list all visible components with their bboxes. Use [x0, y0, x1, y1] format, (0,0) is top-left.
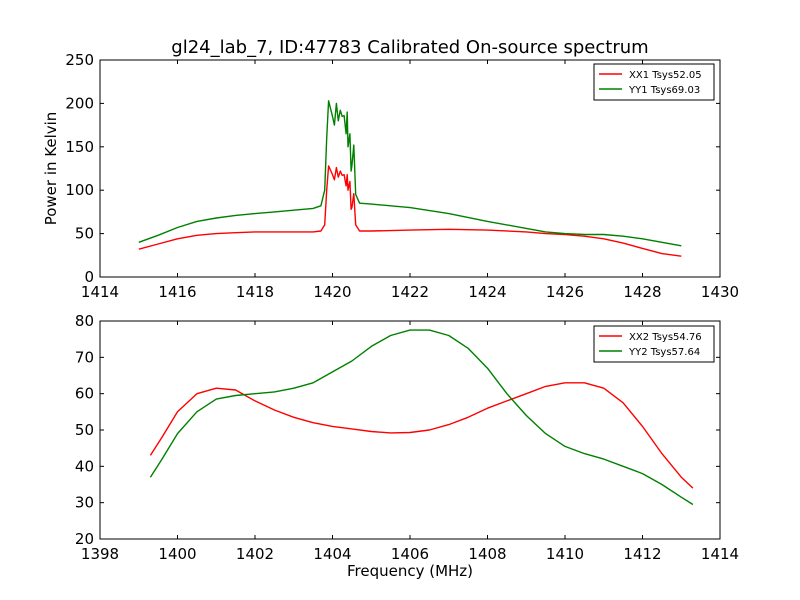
plot1-x-tick-label: 1414 — [81, 283, 119, 301]
plot1-y-tick-label: 250 — [65, 51, 94, 69]
plot1-y-tick-label: 200 — [65, 94, 94, 112]
plot2-x-tick-label: 1412 — [623, 545, 661, 563]
plot1-x-tick-label: 1430 — [701, 283, 739, 301]
plot2-y-tick-label: 20 — [75, 530, 94, 548]
plot1-y-axis-label: Power in Kelvin — [42, 112, 60, 226]
plot1-y-tick-label: 100 — [65, 181, 94, 199]
plot1-x-tick-label: 1422 — [391, 283, 429, 301]
plot1-y-tick-label: 150 — [65, 138, 94, 156]
plot2-y-tick-label: 60 — [75, 385, 94, 403]
plot2-x-tick-label: 1408 — [468, 545, 506, 563]
plot2-y-tick-label: 40 — [75, 457, 94, 475]
top-spectrum-plot: 1414 1416 1418 1420 1422 1424 1426 1428 1430 0 50 1… — [42, 51, 739, 301]
plot1-y-tick-label: 50 — [75, 225, 94, 243]
bottom-spectrum-plot: 1398 1400 1402 1404 1406 1408 1410 1412 1414 20 30… — [75, 312, 739, 580]
plot1-legend-label-1: XX1 Tsys52.05 — [629, 70, 702, 81]
plot2-series-line-2 — [149, 329, 694, 506]
plot2-y-tick-label: 50 — [75, 421, 94, 439]
plot2-x-tick-label: 1398 — [81, 545, 119, 563]
plot2-legend-label-1: XX2 Tsys54.76 — [629, 332, 702, 343]
plot1-x-tick-label: 1424 — [468, 283, 506, 301]
plot1-y-tick-label: 0 — [84, 268, 94, 286]
plot1-legend-box — [593, 63, 715, 101]
plot2-x-tick-label: 1400 — [158, 545, 196, 563]
plot2-x-tick-label: 1404 — [313, 545, 351, 563]
plot1-legend-label-2: YY1 Tsys69.03 — [628, 85, 700, 96]
plot2-legend-box — [593, 325, 715, 363]
plot1-x-tick-label: 1428 — [623, 283, 661, 301]
plot2-x-tick-label: 1402 — [236, 545, 274, 563]
plot2-series-line-1 — [149, 382, 694, 489]
figure-title: gl24_lab_7, ID:47783 Calibrated On-sourc… — [171, 37, 648, 58]
plot1-x-tick-label: 1420 — [313, 283, 351, 301]
plot1-x-tick-label: 1426 — [546, 283, 584, 301]
plot2-y-tick-label: 80 — [75, 312, 94, 330]
plot2-y-tick-label: 70 — [75, 348, 94, 366]
plot2-x-axis-label: Frequency (MHz) — [347, 562, 473, 580]
plot1-series-line-2 — [138, 100, 682, 247]
plot1-x-tick-label: 1416 — [158, 283, 196, 301]
plot2-x-tick-label: 1410 — [546, 545, 584, 563]
plot1-series-line-1 — [138, 165, 682, 257]
plot2-x-tick-label: 1406 — [391, 545, 429, 563]
plot1-x-tick-label: 1418 — [236, 283, 274, 301]
plot2-y-tick-label: 30 — [75, 494, 94, 512]
plot2-legend-label-2: YY2 Tsys57.64 — [628, 347, 700, 358]
plot2-x-tick-label: 1414 — [701, 545, 739, 563]
